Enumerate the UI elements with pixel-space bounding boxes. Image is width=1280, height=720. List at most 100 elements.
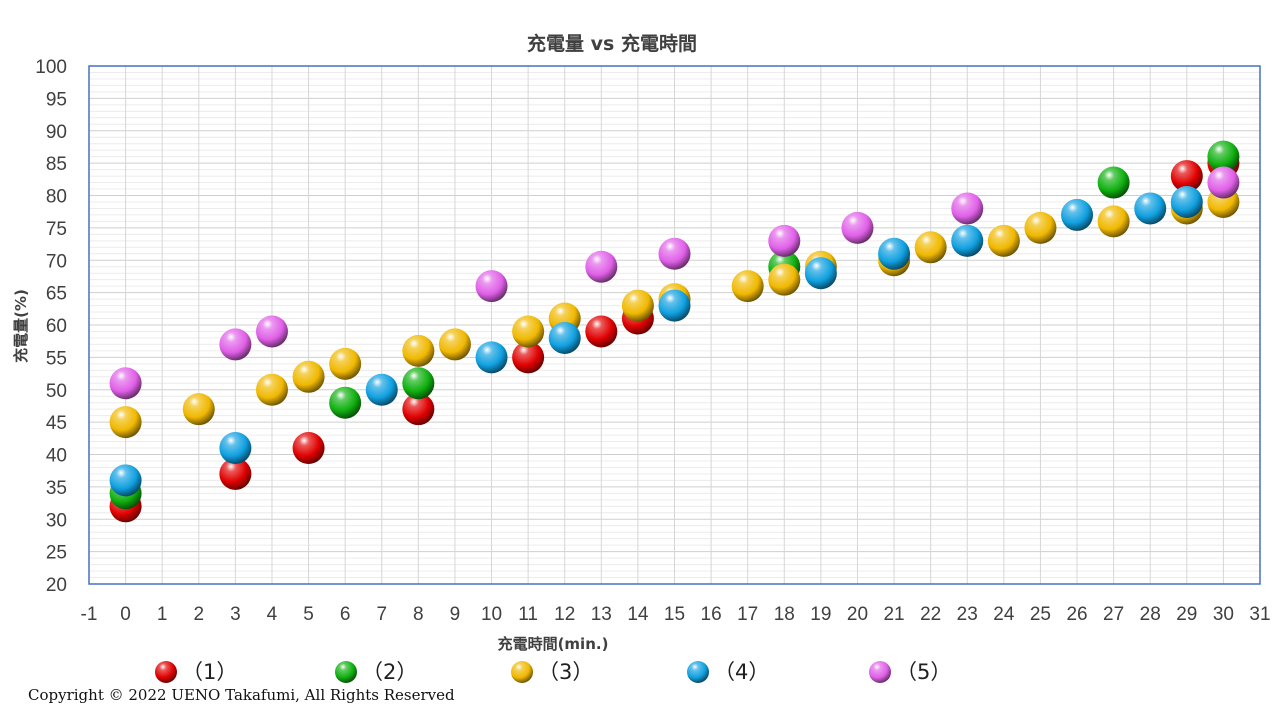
- x-tick-label: 27: [1103, 604, 1124, 625]
- data-point-series-2: [1207, 140, 1240, 173]
- y-tick-label: 95: [46, 89, 67, 110]
- data-point-series-4: [1170, 185, 1203, 218]
- x-tick-label: 5: [303, 604, 314, 625]
- data-point-series-1: [1170, 160, 1203, 193]
- data-point-series-1: [402, 393, 435, 426]
- x-tick-label: 2: [193, 604, 204, 625]
- data-point-series-5: [585, 250, 618, 283]
- x-tick-label: 4: [267, 604, 278, 625]
- x-tick-label: 21: [883, 604, 904, 625]
- legend-label-series-2: （2）: [362, 660, 417, 684]
- x-tick-label: 25: [1030, 604, 1051, 625]
- copyright-notice: Copyright © 2022 UENO Takafumi, All Righ…: [28, 686, 455, 704]
- x-tick-label: 15: [664, 604, 685, 625]
- x-tick-label: 16: [701, 604, 722, 625]
- legend-marker-series-1: [155, 661, 177, 683]
- data-point-series-3: [182, 393, 215, 426]
- x-tick-label: 17: [737, 604, 758, 625]
- y-tick-label: 30: [46, 510, 67, 531]
- x-tick-label: 0: [120, 604, 131, 625]
- y-tick-label: 35: [46, 478, 67, 499]
- y-tick-label: 45: [46, 413, 67, 434]
- data-point-series-5: [658, 237, 691, 270]
- y-axis-label: 充電量(%): [12, 289, 30, 363]
- data-point-series-4: [658, 289, 691, 322]
- data-markers: [109, 140, 1240, 523]
- data-point-series-5: [255, 315, 288, 348]
- x-tick-label: 30: [1213, 604, 1234, 625]
- data-point-series-5: [951, 192, 984, 225]
- x-tick-label: 24: [993, 604, 1015, 625]
- y-tick-label: 100: [35, 57, 67, 78]
- x-tick-label: 1: [157, 604, 168, 625]
- x-tick-label: 11: [518, 604, 538, 625]
- data-point-series-3: [402, 334, 435, 367]
- legend-marker-series-4: [687, 661, 709, 683]
- data-point-series-3: [512, 315, 545, 348]
- x-axis-label: 充電時間(min.): [498, 635, 609, 653]
- y-tick-label: 20: [46, 575, 67, 596]
- data-point-series-5: [475, 270, 508, 303]
- data-point-series-5: [1207, 166, 1240, 199]
- data-point-series-4: [548, 321, 581, 354]
- legend-marker-series-5: [869, 661, 891, 683]
- data-point-series-5: [109, 367, 142, 400]
- x-tick-label: 6: [340, 604, 351, 625]
- chart-title: 充電量 vs 充電時間: [527, 32, 697, 55]
- legend-marker-series-3: [511, 661, 533, 683]
- data-point-series-2: [329, 386, 362, 419]
- data-point-series-1: [512, 341, 545, 374]
- legend-label-series-3: （3）: [538, 660, 593, 684]
- x-tick-label: 9: [450, 604, 461, 625]
- data-point-series-3: [292, 360, 325, 393]
- data-point-series-5: [841, 211, 874, 244]
- y-tick-label: 55: [46, 348, 67, 369]
- data-point-series-3: [621, 289, 654, 322]
- x-tick-label: -1: [81, 604, 98, 625]
- data-point-series-3: [109, 406, 142, 439]
- y-axis-ticks: 20 25 30 35 40 45 50 55 60 65 70 75 80 85 90 95 100: [35, 57, 67, 596]
- data-point-series-4: [365, 373, 398, 406]
- x-tick-label: 13: [591, 604, 612, 625]
- data-point-series-3: [255, 373, 288, 406]
- data-point-series-3: [914, 231, 947, 264]
- y-tick-label: 50: [46, 381, 67, 402]
- x-tick-label: 20: [847, 604, 868, 625]
- data-point-series-3: [731, 270, 764, 303]
- x-tick-label: 22: [920, 604, 941, 625]
- legend-label-series-1: （1）: [182, 660, 237, 684]
- data-point-series-4: [1061, 198, 1094, 231]
- data-point-series-3: [987, 224, 1020, 257]
- data-point-series-3: [1097, 205, 1130, 238]
- data-point-series-4: [804, 257, 837, 290]
- y-tick-label: 60: [46, 316, 67, 337]
- data-point-series-3: [768, 263, 801, 296]
- legend-label-series-4: （4）: [714, 660, 769, 684]
- data-point-series-3: [438, 328, 471, 361]
- x-tick-label: 3: [230, 604, 241, 625]
- data-point-series-4: [219, 432, 252, 465]
- plot-area-frame: [88, 65, 1261, 585]
- y-tick-label: 75: [46, 219, 67, 240]
- y-tick-label: 65: [46, 284, 67, 305]
- x-tick-label: 14: [627, 604, 649, 625]
- data-point-series-5: [768, 224, 801, 257]
- legend-label-series-5: （5）: [896, 660, 951, 684]
- x-tick-label: 10: [481, 604, 502, 625]
- x-tick-label: 7: [376, 604, 387, 625]
- x-tick-label: 28: [1140, 604, 1161, 625]
- x-tick-label: 18: [774, 604, 795, 625]
- data-point-series-4: [878, 237, 911, 270]
- data-point-series-5: [219, 328, 252, 361]
- data-point-series-1: [219, 457, 252, 490]
- x-tick-label: 12: [554, 604, 575, 625]
- x-axis-ticks: -1 0 1 2 3 4 5 6 7 8 9 10 11 12 13 14 15 16 17 18 19 20 21 22 23…: [81, 604, 1271, 625]
- x-tick-label: 31: [1249, 604, 1270, 625]
- data-point-series-2: [1097, 166, 1130, 199]
- y-tick-label: 80: [46, 187, 67, 208]
- data-point-series-4: [951, 224, 984, 257]
- y-tick-label: 70: [46, 251, 67, 272]
- legend: （1） （2） （3） （4） （5）: [155, 660, 951, 684]
- legend-marker-series-2: [335, 661, 357, 683]
